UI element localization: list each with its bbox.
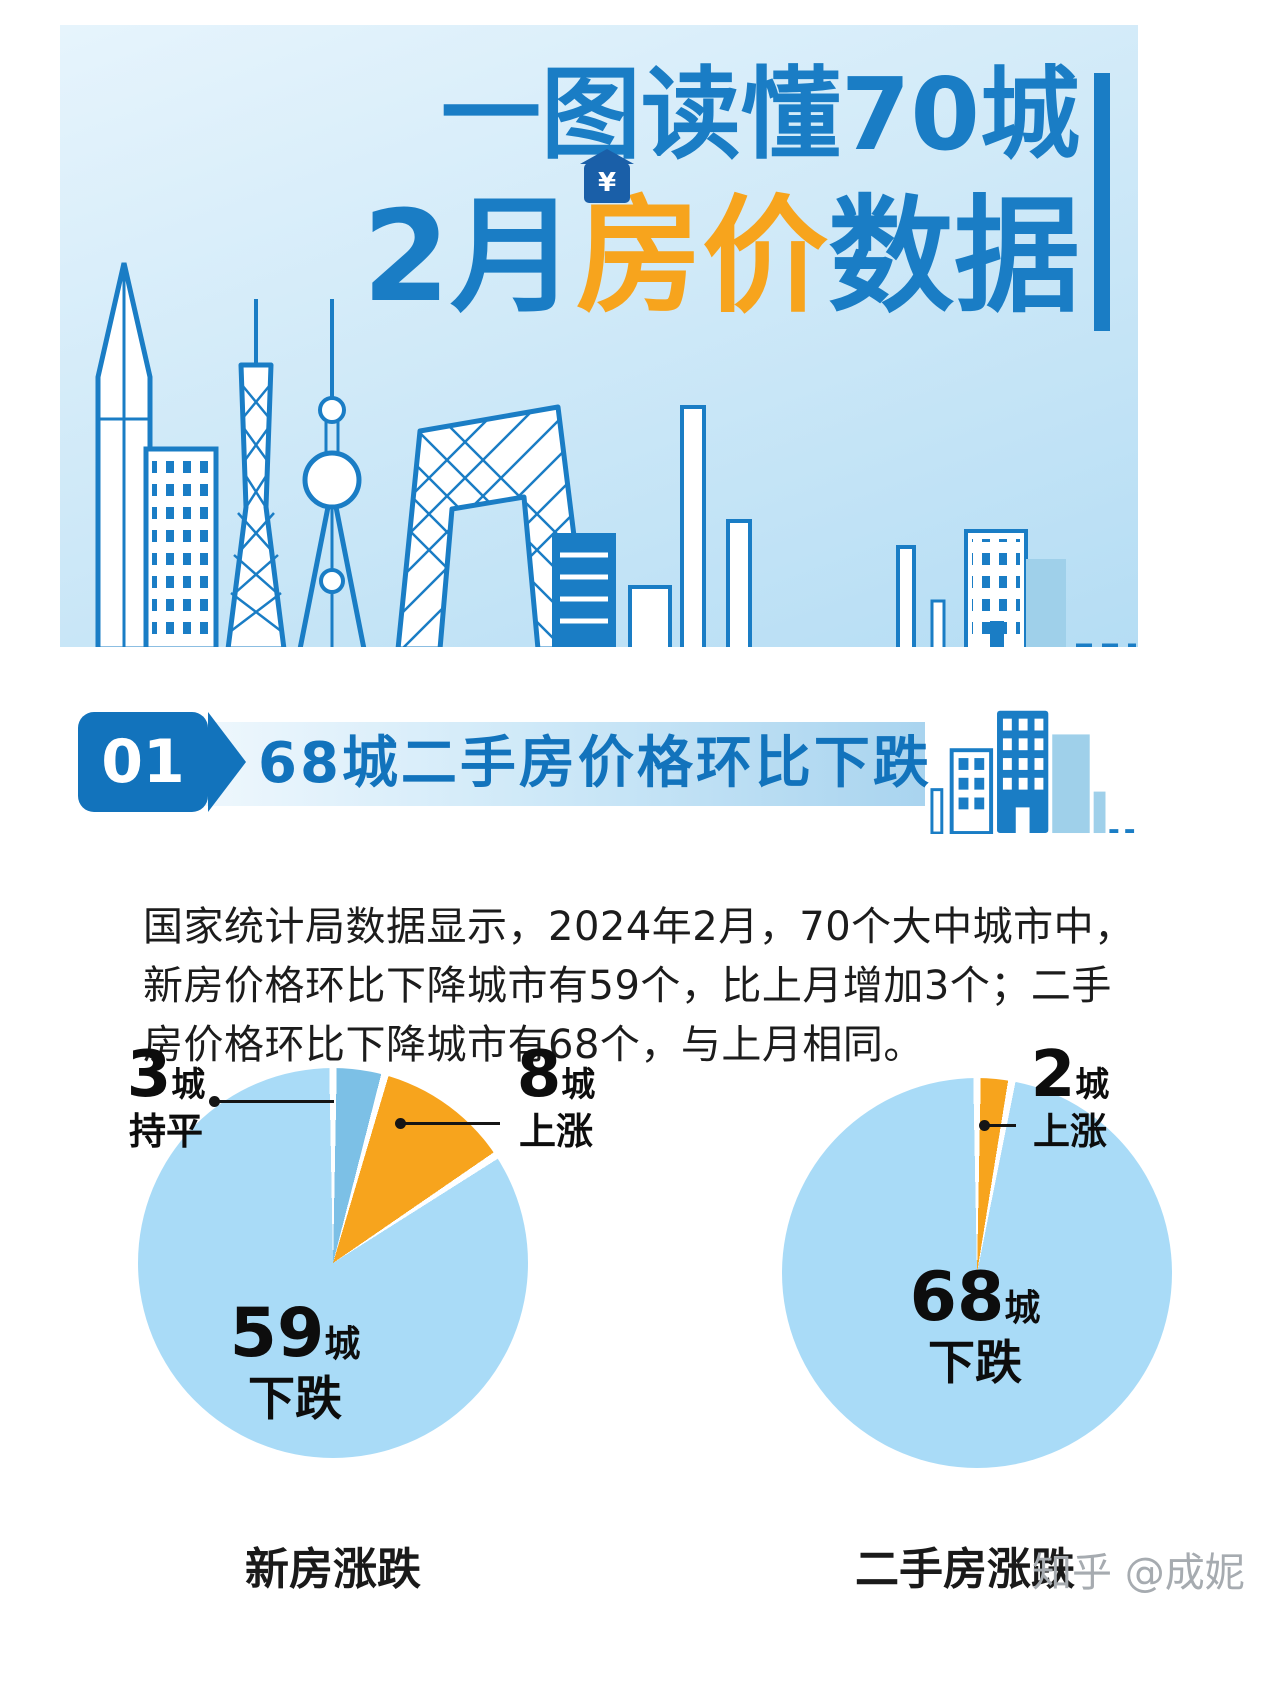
inner-label-fall68-value: 68城 [909,1258,1041,1337]
leader-line-rise-new [395,1118,500,1129]
callout-rise2-value: 2城 [1030,1038,1110,1112]
hero-title-line1: 一图读懂70城 [440,56,1080,173]
hero-title2-highlight-text: 房价 [576,183,828,330]
hero-title2-suffix: 数据 [828,183,1080,330]
title-accent-bar [1094,73,1110,331]
section-number-badge: 01 [78,712,246,812]
leader-line-rise-old [979,1120,1016,1131]
leader-line-flat [209,1096,334,1107]
hero-title-line2: 2月 ¥ 房价数据 [362,163,1080,332]
hero-section: 一图读懂70城 2月 ¥ 房价数据 [60,25,1138,647]
section-buildings-icon [930,710,1139,834]
watermark: 知乎 @成妮 [1032,1550,1245,1596]
house-yen-icon: ¥ [584,163,630,203]
pie-chart-new-homes [138,1068,528,1458]
callout-rise-8-cities: 8城 上涨 [504,1038,608,1152]
caption-secondhand-homes: 二手房涨跌 [855,1544,1075,1595]
callout-rise-2-cities: 2城 上涨 [1018,1038,1122,1152]
section-title: 68城二手房价格环比下跌 [258,731,932,796]
city-skyline-illustration [95,262,1136,647]
pie-chart-secondhand-homes [782,1078,1172,1468]
callout-rise-value: 8城 [516,1038,596,1112]
hero-title2-prefix: 2月 [362,183,576,330]
inner-label-fall-59: 59城 下跌 [205,1298,385,1425]
inner-label-fall-68: 68城 下跌 [865,1262,1085,1389]
hero-title2-highlight: ¥ 房价 [576,163,828,330]
callout-flat-3-cities: 3城 持平 [116,1038,216,1152]
body-paragraph: 国家统计局数据显示，2024年2月，70个大中城市中，新房价格环比下降城市有59… [143,904,1135,1068]
caption-new-homes: 新房涨跌 [245,1544,421,1595]
callout-flat-value: 3城 [126,1038,206,1112]
inner-label-fall-value: 59城 [229,1294,361,1373]
section-banner [205,722,925,806]
section-number: 01 [101,727,185,797]
